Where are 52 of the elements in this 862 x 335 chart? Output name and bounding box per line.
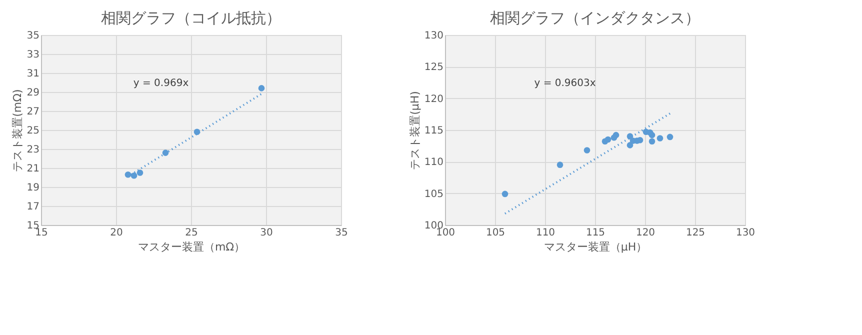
point xyxy=(502,190,508,198)
chart-title: 相関グラフ（コイル抵抗） xyxy=(101,9,281,27)
point xyxy=(636,136,644,144)
point xyxy=(124,171,132,178)
annotation: y = 0.9603x xyxy=(534,78,596,89)
y-tick-label: 120 xyxy=(424,94,444,105)
x-tick-label: 130 xyxy=(736,228,756,238)
y-axis-title: テスト装置(μH) xyxy=(408,91,422,170)
x-tick-label: 110 xyxy=(536,228,556,238)
point xyxy=(604,136,612,143)
y-tick-label: 130 xyxy=(424,30,444,42)
x-tick-label: 35 xyxy=(335,228,348,238)
point xyxy=(162,150,169,156)
y-axis-title: テスト装置(mΩ) xyxy=(10,89,24,172)
y-tick-label: 23 xyxy=(26,144,40,156)
y-tick-label: 115 xyxy=(424,126,444,136)
point xyxy=(612,132,620,138)
point xyxy=(130,172,138,179)
y-tick-label: 110 xyxy=(424,157,444,168)
y-tick-label: 31 xyxy=(26,68,40,80)
chart-title: 相関グラフ（インダクタンス） xyxy=(490,9,700,27)
x-tick-label: 105 xyxy=(486,228,506,238)
y-tick-label: 35 xyxy=(26,30,40,42)
point xyxy=(584,147,590,154)
y-tick-label: 29 xyxy=(26,88,40,98)
point xyxy=(626,142,634,148)
y-tick-label: 105 xyxy=(424,188,444,200)
point xyxy=(666,134,674,140)
point xyxy=(258,85,265,92)
y-tick-label: 125 xyxy=(424,62,444,74)
x-axis-title: マスター装置（μH） xyxy=(544,240,648,254)
x-tick-label: 25 xyxy=(185,228,198,238)
y-tick-label: 17 xyxy=(26,202,40,212)
x-tick-label: 125 xyxy=(686,228,706,238)
point xyxy=(656,135,664,142)
x-tick-label: 100 xyxy=(436,228,456,238)
y-tick-label: 27 xyxy=(26,106,40,118)
point xyxy=(648,138,656,145)
point xyxy=(556,162,564,168)
y-tick-label: 19 xyxy=(26,182,40,194)
annotation: y = 0.969x xyxy=(133,78,189,89)
y-tick-label: 21 xyxy=(26,164,40,174)
x-tick-label: 115 xyxy=(586,228,606,238)
y-tick-label: 33 xyxy=(26,50,40,60)
x-tick-label: 120 xyxy=(636,228,656,238)
x-tick-label: 15 xyxy=(35,228,48,238)
y-tick-label: 25 xyxy=(26,126,40,136)
x-tick-label: 30 xyxy=(260,228,273,238)
x-axis-title: マスター装置（mΩ） xyxy=(138,240,246,254)
x-tick-label: 20 xyxy=(110,228,123,238)
point xyxy=(648,132,656,138)
point xyxy=(136,170,144,176)
